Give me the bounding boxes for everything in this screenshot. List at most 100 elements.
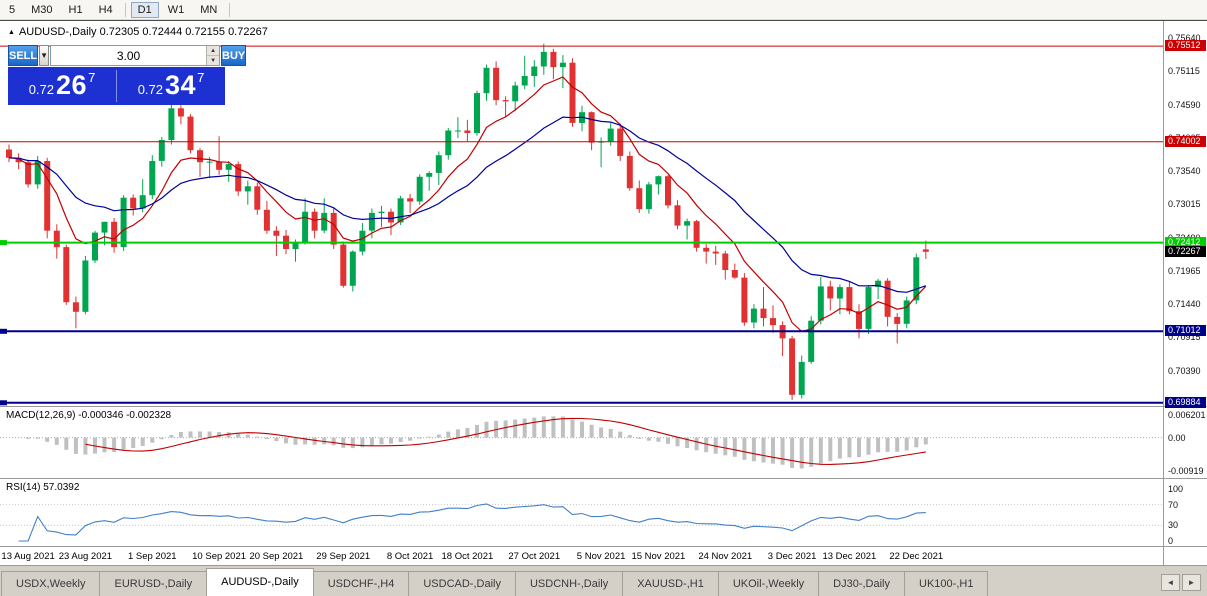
candle-body: [846, 287, 853, 312]
candle-body: [827, 286, 834, 299]
price-tick-label: 0.74590: [1168, 99, 1201, 110]
date-label: 27 Oct 2021: [508, 551, 561, 562]
date-label: 8 Oct 2021: [386, 551, 434, 562]
candle-body: [197, 150, 203, 163]
date-label: 18 Oct 2021: [441, 551, 494, 562]
candle-body: [34, 161, 41, 185]
ma-slow-line: [8, 116, 927, 293]
date-label: 23 Aug 2021: [58, 551, 113, 562]
candle-body: [359, 230, 366, 252]
tab-scroll-right-button[interactable]: ►: [1182, 574, 1201, 591]
volume-increase-button[interactable]: ▲: [207, 46, 220, 56]
macd-canvas[interactable]: [0, 407, 1163, 479]
buy-button[interactable]: BUY: [221, 45, 247, 66]
tab-usdcnh-daily[interactable]: USDCNH-,Daily: [514, 571, 624, 596]
rsi-axis[interactable]: 100 70 30 0: [1164, 479, 1207, 546]
volume-decrease-button[interactable]: ▼: [207, 56, 220, 65]
date-axis[interactable]: 13 Aug 2021 23 Aug 2021 1 Sep 2021 10 Sep 2…: [0, 546, 1207, 566]
tab-scroll-left-button[interactable]: ◄: [1161, 574, 1180, 591]
candle-body: [454, 130, 461, 132]
volume-dropdown-button[interactable]: ▼: [39, 45, 50, 66]
spinner-down-icon: ▼: [210, 57, 217, 64]
chart-ohlc-header: ▲ AUDUSD-,Daily 0.72305 0.72444 0.72155 …: [8, 26, 268, 38]
price-line-label: 0.75512: [1165, 40, 1206, 52]
macd-axis[interactable]: 0.006201 0.00 -0.00919: [1164, 407, 1207, 478]
chart-region: ▲ AUDUSD-,Daily 0.72305 0.72444 0.72155 …: [0, 20, 1207, 566]
candle-body: [263, 209, 270, 231]
order-controls-row: SELL ▼ ▲ ▼: [8, 45, 247, 66]
candle-body: [588, 112, 595, 143]
tab-usdx-weekly[interactable]: USDX,Weekly: [1, 571, 101, 596]
sell-price-pips: 26: [56, 70, 88, 100]
chart-tab-bar: USDX,Weekly EURUSD-,Daily AUDUSD-,Daily …: [0, 565, 1207, 596]
tab-uk100-h1[interactable]: UK100-,H1: [904, 571, 989, 596]
timeframe-d1-button[interactable]: D1: [130, 1, 159, 18]
candle-body: [302, 211, 309, 243]
candle-body: [435, 155, 442, 173]
candle-body: [607, 128, 614, 142]
candle-body: [913, 257, 920, 301]
rsi-tick-label: 70: [1168, 499, 1179, 510]
timeframe-toolbar: 5 M30 H1 H4 D1 W1 MN: [0, 0, 1207, 20]
timeframe-h1-button[interactable]: H1: [62, 2, 90, 18]
candle-body: [521, 76, 528, 86]
candle-body: [760, 308, 767, 319]
candle-body: [445, 130, 452, 156]
price-tick-label: 0.71965: [1168, 265, 1201, 276]
candle-body: [25, 162, 32, 185]
tab-ukoil-weekly[interactable]: UKOil-,Weekly: [717, 571, 820, 596]
tab-xauusd-h1[interactable]: XAUUSD-,H1: [622, 571, 719, 596]
candle-body: [817, 286, 824, 321]
sell-button[interactable]: SELL: [8, 45, 39, 66]
timeframe-mn-button[interactable]: MN: [193, 2, 224, 18]
date-label: 29 Sep 2021: [316, 551, 371, 562]
macd-tick-label: -0.00919: [1168, 466, 1204, 476]
date-label: 13 Aug 2021: [1, 551, 55, 562]
candle-body: [875, 280, 882, 287]
tab-dj30-daily[interactable]: DJ30-,Daily: [818, 571, 906, 596]
candle-body: [674, 205, 681, 226]
price-tick-label: 0.73015: [1168, 199, 1201, 210]
candle-body: [684, 221, 691, 226]
price-tick-label: 0.75115: [1168, 66, 1200, 77]
rsi-canvas[interactable]: [0, 479, 1163, 547]
tab-usdchf-h4[interactable]: USDCHF-,H4: [312, 571, 410, 596]
line-anchor-handle[interactable]: [0, 328, 7, 334]
timeframe-m30-button[interactable]: M30: [24, 2, 59, 18]
candle-body: [397, 198, 404, 223]
sell-price-quote[interactable]: 0.72 26 7: [8, 67, 116, 105]
candle-body: [426, 173, 433, 177]
candle-body: [798, 361, 805, 395]
candle-body: [168, 108, 175, 140]
timeframe-5-button[interactable]: 5: [2, 2, 22, 18]
timeframe-w1-button[interactable]: W1: [161, 2, 192, 18]
tab-usdcad-daily[interactable]: USDCAD-,Daily: [408, 571, 516, 596]
main-chart-panel: ▲ AUDUSD-,Daily 0.72305 0.72444 0.72155 …: [0, 21, 1207, 409]
date-label: 1 Sep 2021: [127, 551, 177, 562]
candle-body: [502, 100, 509, 102]
candle-body: [836, 287, 843, 299]
candle-body: [216, 161, 223, 170]
timeframe-h4-button[interactable]: H4: [92, 2, 120, 18]
line-anchor-handle[interactable]: [0, 240, 7, 246]
buy-price-quote[interactable]: 0.72 34 7: [117, 67, 225, 105]
candle-body: [531, 66, 538, 76]
rsi-line: [18, 503, 926, 542]
volume-input[interactable]: [51, 46, 207, 65]
candle-body: [416, 176, 423, 202]
chevron-down-icon: ▼: [40, 51, 49, 60]
candle-body: [665, 176, 671, 206]
arrow-right-icon: ►: [1187, 577, 1196, 587]
symbol-arrow-icon: ▲: [8, 28, 15, 36]
candle-body: [894, 316, 901, 324]
spinner-up-icon: ▲: [210, 47, 217, 54]
macd-signal-line: [85, 417, 926, 465]
tab-audusd-daily[interactable]: AUDUSD-,Daily: [206, 568, 314, 596]
price-axis[interactable]: 0.756400.751150.745900.740650.735400.730…: [1164, 21, 1207, 409]
line-anchor-handle[interactable]: [0, 400, 7, 406]
candle-body: [225, 164, 232, 170]
date-label: 13 Dec 2021: [822, 551, 877, 562]
candle-body: [273, 230, 280, 236]
candle-body: [111, 221, 118, 248]
tab-eurusd-daily[interactable]: EURUSD-,Daily: [99, 571, 208, 596]
